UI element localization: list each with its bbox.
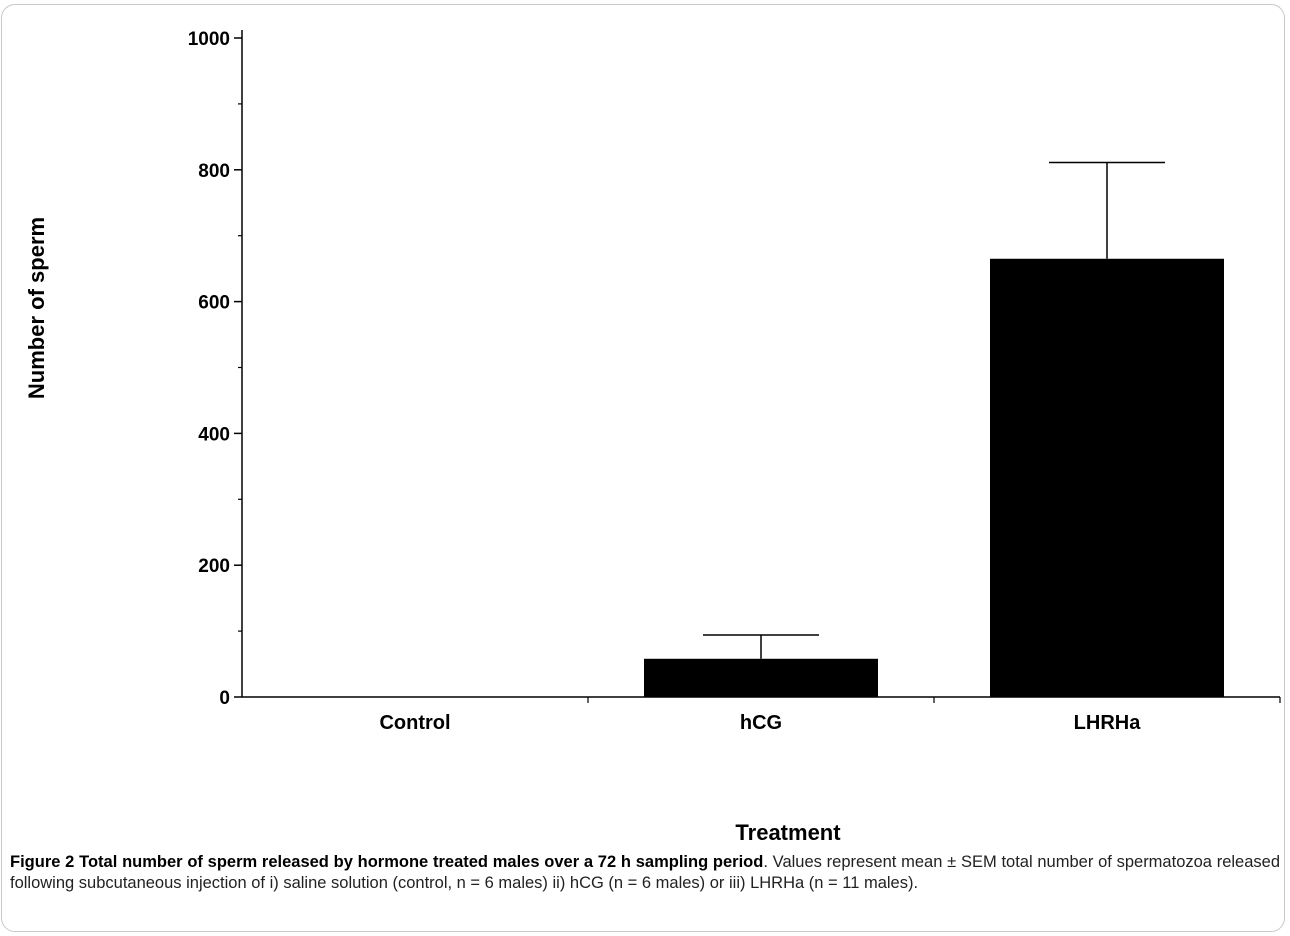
x-axis-ticks <box>587 697 1281 703</box>
y-tick-label: 600 <box>198 293 230 314</box>
y-tick-label: 400 <box>198 424 230 445</box>
y-axis-ticks: 0 200 400 600 800 1000 <box>188 29 242 709</box>
category-labels: Control hCG LHRHa <box>379 712 1141 734</box>
caption-text: . Values represent mean ± SEM total numb… <box>10 853 1281 892</box>
figure-caption: Figure 2 Total number of sperm released … <box>10 852 1280 894</box>
y-axis-title: Number of sperm <box>24 217 49 399</box>
y-tick-label: 200 <box>198 556 230 577</box>
bars <box>644 258 1224 697</box>
caption-label: Figure 2 <box>10 853 75 871</box>
y-tick-label: 0 <box>219 688 230 709</box>
category-label-hcg: hCG <box>740 712 782 734</box>
y-tick-label: 1000 <box>188 29 230 50</box>
bar-lhrha <box>990 258 1224 697</box>
figure-frame <box>1 4 1285 932</box>
x-axis-title: Treatment <box>735 820 841 845</box>
y-tick-label: 800 <box>198 161 230 182</box>
error-bars <box>703 161 1165 659</box>
category-label-control: Control <box>379 712 450 734</box>
caption-title: Total number of sperm released by hormon… <box>79 853 764 871</box>
bar-chart: 0 200 400 600 800 1000 Control hCG LHRHa Number… <box>24 29 1281 845</box>
bar-hcg <box>644 658 878 697</box>
category-label-lhrha: LHRHa <box>1074 712 1142 734</box>
